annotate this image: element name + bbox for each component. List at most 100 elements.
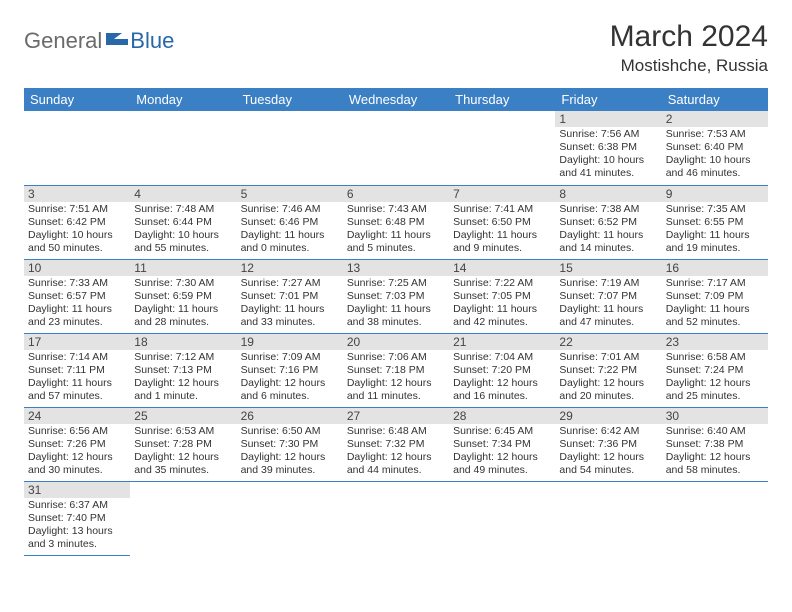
sunset-text: Sunset: 7:07 PM bbox=[559, 290, 657, 303]
day-details: Sunrise: 7:09 AMSunset: 7:16 PMDaylight:… bbox=[237, 350, 343, 406]
day-details: Sunrise: 7:25 AMSunset: 7:03 PMDaylight:… bbox=[343, 276, 449, 332]
calendar-cell-empty bbox=[130, 111, 236, 185]
sunrise-text: Sunrise: 7:43 AM bbox=[347, 203, 445, 216]
sunrise-text: Sunrise: 7:27 AM bbox=[241, 277, 339, 290]
day-number: 10 bbox=[24, 260, 130, 276]
day-number: 8 bbox=[555, 186, 661, 202]
sunset-text: Sunset: 7:22 PM bbox=[559, 364, 657, 377]
sunrise-text: Sunrise: 7:17 AM bbox=[666, 277, 764, 290]
calendar-cell: 21Sunrise: 7:04 AMSunset: 7:20 PMDayligh… bbox=[449, 333, 555, 407]
calendar-cell: 12Sunrise: 7:27 AMSunset: 7:01 PMDayligh… bbox=[237, 259, 343, 333]
daylight-text-2: and 50 minutes. bbox=[28, 242, 126, 255]
sunrise-text: Sunrise: 6:50 AM bbox=[241, 425, 339, 438]
calendar-cell: 17Sunrise: 7:14 AMSunset: 7:11 PMDayligh… bbox=[24, 333, 130, 407]
day-details: Sunrise: 7:53 AMSunset: 6:40 PMDaylight:… bbox=[662, 127, 768, 183]
sunrise-text: Sunrise: 7:48 AM bbox=[134, 203, 232, 216]
day-details: Sunrise: 6:40 AMSunset: 7:38 PMDaylight:… bbox=[662, 424, 768, 480]
daylight-text-2: and 19 minutes. bbox=[666, 242, 764, 255]
calendar-cell: 23Sunrise: 6:58 AMSunset: 7:24 PMDayligh… bbox=[662, 333, 768, 407]
day-number: 27 bbox=[343, 408, 449, 424]
sunset-text: Sunset: 7:09 PM bbox=[666, 290, 764, 303]
daylight-text: Daylight: 12 hours bbox=[666, 451, 764, 464]
calendar-cell: 20Sunrise: 7:06 AMSunset: 7:18 PMDayligh… bbox=[343, 333, 449, 407]
sunset-text: Sunset: 7:11 PM bbox=[28, 364, 126, 377]
day-details: Sunrise: 7:46 AMSunset: 6:46 PMDaylight:… bbox=[237, 202, 343, 258]
calendar-cell: 29Sunrise: 6:42 AMSunset: 7:36 PMDayligh… bbox=[555, 407, 661, 481]
sunrise-text: Sunrise: 6:42 AM bbox=[559, 425, 657, 438]
sunset-text: Sunset: 6:44 PM bbox=[134, 216, 232, 229]
calendar-cell: 15Sunrise: 7:19 AMSunset: 7:07 PMDayligh… bbox=[555, 259, 661, 333]
daylight-text: Daylight: 12 hours bbox=[347, 451, 445, 464]
daylight-text: Daylight: 12 hours bbox=[666, 377, 764, 390]
sunset-text: Sunset: 6:57 PM bbox=[28, 290, 126, 303]
day-number: 24 bbox=[24, 408, 130, 424]
sunset-text: Sunset: 7:26 PM bbox=[28, 438, 126, 451]
day-number: 21 bbox=[449, 334, 555, 350]
calendar-row: 3Sunrise: 7:51 AMSunset: 6:42 PMDaylight… bbox=[24, 185, 768, 259]
day-details: Sunrise: 7:41 AMSunset: 6:50 PMDaylight:… bbox=[449, 202, 555, 258]
daylight-text-2: and 46 minutes. bbox=[666, 167, 764, 180]
daylight-text-2: and 30 minutes. bbox=[28, 464, 126, 477]
day-number: 12 bbox=[237, 260, 343, 276]
sunrise-text: Sunrise: 6:56 AM bbox=[28, 425, 126, 438]
day-number: 20 bbox=[343, 334, 449, 350]
daylight-text-2: and 0 minutes. bbox=[241, 242, 339, 255]
daylight-text: Daylight: 13 hours bbox=[28, 525, 126, 538]
day-details: Sunrise: 6:53 AMSunset: 7:28 PMDaylight:… bbox=[130, 424, 236, 480]
daylight-text: Daylight: 12 hours bbox=[453, 451, 551, 464]
day-details: Sunrise: 6:50 AMSunset: 7:30 PMDaylight:… bbox=[237, 424, 343, 480]
calendar-cell: 14Sunrise: 7:22 AMSunset: 7:05 PMDayligh… bbox=[449, 259, 555, 333]
sunset-text: Sunset: 7:05 PM bbox=[453, 290, 551, 303]
day-details: Sunrise: 7:06 AMSunset: 7:18 PMDaylight:… bbox=[343, 350, 449, 406]
calendar-cell-empty bbox=[662, 481, 768, 555]
daylight-text: Daylight: 12 hours bbox=[347, 377, 445, 390]
daylight-text: Daylight: 11 hours bbox=[347, 303, 445, 316]
day-number: 9 bbox=[662, 186, 768, 202]
daylight-text: Daylight: 10 hours bbox=[666, 154, 764, 167]
day-number: 5 bbox=[237, 186, 343, 202]
day-number: 18 bbox=[130, 334, 236, 350]
sunrise-text: Sunrise: 7:38 AM bbox=[559, 203, 657, 216]
calendar-cell: 1Sunrise: 7:56 AMSunset: 6:38 PMDaylight… bbox=[555, 111, 661, 185]
calendar-row: 10Sunrise: 7:33 AMSunset: 6:57 PMDayligh… bbox=[24, 259, 768, 333]
daylight-text-2: and 38 minutes. bbox=[347, 316, 445, 329]
daylight-text: Daylight: 11 hours bbox=[559, 229, 657, 242]
daylight-text-2: and 39 minutes. bbox=[241, 464, 339, 477]
daylight-text-2: and 5 minutes. bbox=[347, 242, 445, 255]
daylight-text: Daylight: 10 hours bbox=[134, 229, 232, 242]
sunrise-text: Sunrise: 6:45 AM bbox=[453, 425, 551, 438]
day-details: Sunrise: 6:45 AMSunset: 7:34 PMDaylight:… bbox=[449, 424, 555, 480]
calendar-cell: 30Sunrise: 6:40 AMSunset: 7:38 PMDayligh… bbox=[662, 407, 768, 481]
day-header: Saturday bbox=[662, 88, 768, 111]
day-number: 15 bbox=[555, 260, 661, 276]
day-header-row: Sunday Monday Tuesday Wednesday Thursday… bbox=[24, 88, 768, 111]
logo-text-gray: General bbox=[24, 28, 102, 54]
calendar-cell-empty bbox=[343, 111, 449, 185]
calendar-cell: 8Sunrise: 7:38 AMSunset: 6:52 PMDaylight… bbox=[555, 185, 661, 259]
day-number: 11 bbox=[130, 260, 236, 276]
daylight-text: Daylight: 11 hours bbox=[666, 229, 764, 242]
day-details: Sunrise: 7:17 AMSunset: 7:09 PMDaylight:… bbox=[662, 276, 768, 332]
day-details: Sunrise: 7:30 AMSunset: 6:59 PMDaylight:… bbox=[130, 276, 236, 332]
daylight-text: Daylight: 12 hours bbox=[134, 377, 232, 390]
sunset-text: Sunset: 7:18 PM bbox=[347, 364, 445, 377]
sunrise-text: Sunrise: 6:58 AM bbox=[666, 351, 764, 364]
sunset-text: Sunset: 6:52 PM bbox=[559, 216, 657, 229]
sunset-text: Sunset: 7:20 PM bbox=[453, 364, 551, 377]
day-header: Thursday bbox=[449, 88, 555, 111]
daylight-text-2: and 57 minutes. bbox=[28, 390, 126, 403]
day-header: Wednesday bbox=[343, 88, 449, 111]
daylight-text-2: and 1 minute. bbox=[134, 390, 232, 403]
sunrise-text: Sunrise: 7:30 AM bbox=[134, 277, 232, 290]
day-number: 22 bbox=[555, 334, 661, 350]
calendar-row: 17Sunrise: 7:14 AMSunset: 7:11 PMDayligh… bbox=[24, 333, 768, 407]
calendar-cell: 22Sunrise: 7:01 AMSunset: 7:22 PMDayligh… bbox=[555, 333, 661, 407]
sunrise-text: Sunrise: 7:46 AM bbox=[241, 203, 339, 216]
day-details: Sunrise: 7:14 AMSunset: 7:11 PMDaylight:… bbox=[24, 350, 130, 406]
day-details: Sunrise: 7:33 AMSunset: 6:57 PMDaylight:… bbox=[24, 276, 130, 332]
sunrise-text: Sunrise: 7:06 AM bbox=[347, 351, 445, 364]
sunset-text: Sunset: 7:24 PM bbox=[666, 364, 764, 377]
day-number: 30 bbox=[662, 408, 768, 424]
day-number: 16 bbox=[662, 260, 768, 276]
daylight-text-2: and 33 minutes. bbox=[241, 316, 339, 329]
